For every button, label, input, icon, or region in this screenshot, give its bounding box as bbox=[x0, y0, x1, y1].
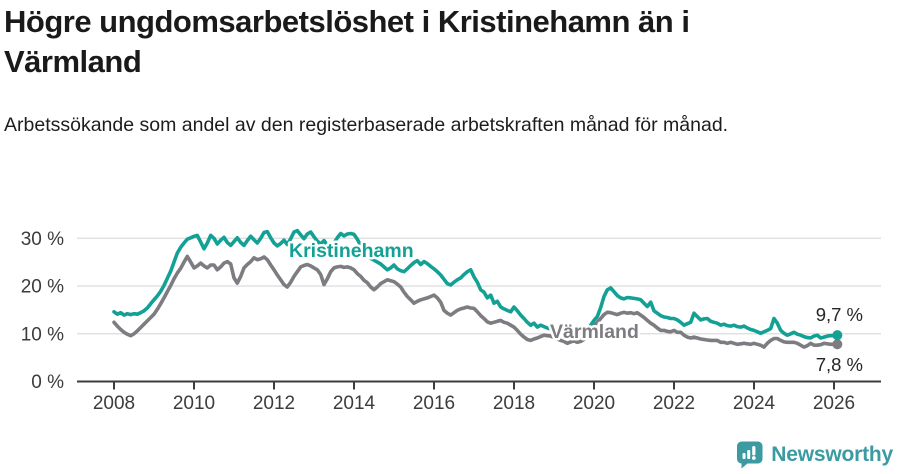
x-axis-tick-label: 2014 bbox=[333, 393, 376, 414]
series-line-kristinehamn bbox=[112, 228, 840, 340]
x-axis-tick-label: 2022 bbox=[653, 393, 695, 414]
chart-title: Högre ungdomsarbetslöshet i Kristinehamn… bbox=[4, 4, 690, 79]
series-end-value-label-kristinehamn: 9,7 % bbox=[816, 304, 863, 325]
series-end-dot-värmland bbox=[832, 339, 843, 350]
series-inline-label-kristinehamn: Kristinehamn bbox=[289, 240, 414, 262]
series-end-value-label-värmland: 7,8 % bbox=[816, 354, 863, 375]
series-inline-label-värmland: Värmland bbox=[550, 321, 639, 343]
series-end-dot-kristinehamn bbox=[832, 330, 843, 341]
x-axis-tick-label: 2012 bbox=[253, 393, 295, 414]
x-axis-tick-label: 2020 bbox=[573, 393, 615, 414]
newsworthy-logo-text: Newsworthy bbox=[771, 443, 893, 466]
x-axis-tick-label: 2010 bbox=[173, 393, 215, 414]
newsworthy-logo: Newsworthy bbox=[737, 441, 893, 469]
y-axis-tick-label: 30 % bbox=[21, 229, 64, 250]
y-axis-tick-label: 20 % bbox=[21, 277, 64, 298]
x-axis-tick-label: 2018 bbox=[493, 393, 535, 414]
x-axis-tick-label: 2026 bbox=[813, 393, 855, 414]
y-axis-tick-label: 10 % bbox=[21, 324, 64, 345]
y-axis-tick-label: 0 % bbox=[31, 372, 64, 393]
bar-chart-speech-bubble-icon bbox=[737, 441, 763, 469]
x-axis-tick-label: 2016 bbox=[413, 393, 455, 414]
x-axis-tick-label: 2008 bbox=[93, 393, 135, 414]
chart-subtitle: Arbetssökande som andel av den registerb… bbox=[4, 114, 729, 136]
series-line-värmland bbox=[112, 254, 840, 349]
x-axis-tick-label: 2024 bbox=[733, 393, 776, 414]
